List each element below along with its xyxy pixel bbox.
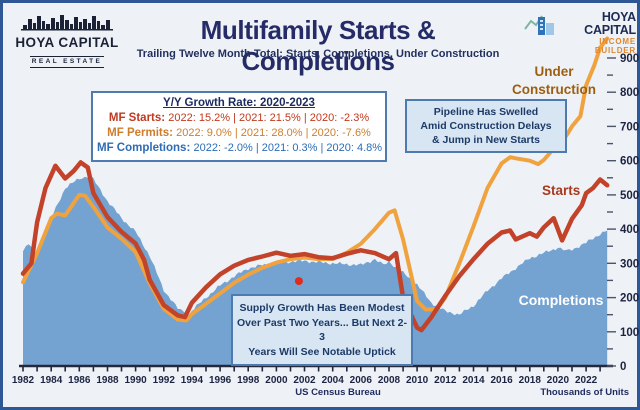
- under-construction-series-label: Under Construction: [512, 64, 596, 97]
- x-tick-label: 2002: [293, 375, 316, 386]
- chart-svg: 1982 1984 1986 1988 1990 1992 1994 1996 1998 2000…: [12, 36, 639, 386]
- y-tick-label: 500: [620, 190, 639, 202]
- growth-row: MF Starts: 2022: 15.2% | 2021: 21.5% | 2…: [108, 112, 370, 124]
- y-tick-label: 400: [620, 224, 639, 236]
- x-tick-label: 2006: [350, 375, 373, 386]
- y-tick-label: 700: [620, 121, 639, 133]
- growth-rate-box: Y/Y Growth Rate: 2020-2023 MF Starts: 20…: [91, 91, 387, 162]
- growth-row: MF Completions: 2022: -2.0% | 2021: 0.3%…: [97, 142, 383, 154]
- logo-left-subtitle: REAL ESTATE: [29, 56, 105, 68]
- growth-row: MF Permits: 2022: 9.0% | 2021: 28.0% | 2…: [107, 127, 371, 139]
- x-tick-label: 2010: [406, 375, 429, 386]
- y-tick-label: 100: [620, 327, 639, 339]
- y-tick-label: 200: [620, 293, 639, 305]
- city-skyline-icon: [21, 15, 113, 31]
- x-tick-label: 2004: [322, 375, 345, 386]
- y-tick-label: 300: [620, 258, 639, 270]
- x-tick-label: 1998: [237, 375, 260, 386]
- hoya-capital-real-estate-logo: HOYA CAPITAL REAL ESTATE: [11, 14, 123, 68]
- completions-area: [23, 175, 608, 366]
- growth-rate-title: Y/Y Growth Rate: 2020-2023: [163, 97, 315, 109]
- x-tick-label: 2016: [490, 375, 513, 386]
- page-subtitle: Trailing Twelve Month Total: Starts, Com…: [136, 48, 500, 60]
- logo-right-title: HOYA CAPITAL: [584, 10, 636, 37]
- logo-right-subtitle: INCOME BUILDER: [594, 37, 636, 55]
- x-tick-label: 2020: [547, 375, 570, 386]
- buildings-trend-icon: [524, 15, 554, 35]
- y-tick-label: 600: [620, 156, 639, 168]
- x-tick-label: 1988: [96, 375, 119, 386]
- x-tick-label: 2000: [265, 375, 288, 386]
- starts-series-label: Starts: [542, 183, 581, 198]
- y-tick-label: 800: [620, 87, 639, 99]
- supply-annotation: Supply Growth Has Been Modest Over Past …: [231, 294, 413, 366]
- x-tick-label: 1994: [181, 375, 204, 386]
- chart-canvas: 1982 1984 1986 1988 1990 1992 1994 1996 1998 2000…: [3, 3, 640, 410]
- hoya-capital-income-builder-logo: HOYA CAPITAL INCOME BUILDER: [524, 11, 636, 55]
- x-tick-label: 1986: [68, 375, 91, 386]
- data-source-label: US Census Bureau: [295, 387, 381, 398]
- x-tick-label: 2008: [378, 375, 401, 386]
- page-title: Multifamily Starts & Completions: [200, 15, 436, 76]
- highlight-dot: [294, 277, 303, 286]
- x-tick-label: 1984: [40, 375, 63, 386]
- x-tick-label: 1996: [209, 375, 232, 386]
- y-tick-label: 900: [620, 53, 639, 65]
- y-tick-label: 0: [620, 361, 626, 373]
- x-tick-label: 2018: [519, 375, 542, 386]
- x-tick-label: 1982: [12, 375, 35, 386]
- x-tick-label: 1992: [153, 375, 176, 386]
- x-tick-label: 2014: [462, 375, 485, 386]
- x-tick-label: 2022: [575, 375, 598, 386]
- starts-line: [20, 160, 610, 333]
- logo-left-title: HOYA CAPITAL: [15, 35, 119, 50]
- x-tick-label: 2012: [434, 375, 457, 386]
- completions-series-label: Completions: [518, 292, 604, 308]
- pipeline-annotation: Pipeline Has Swelled Amid Construction D…: [405, 99, 567, 153]
- growth-rows: MF Starts: 2022: 15.2% | 2021: 21.5% | 2…: [97, 111, 383, 156]
- x-tick-label: 1990: [124, 375, 147, 386]
- units-label: Thousands of Units: [540, 387, 629, 398]
